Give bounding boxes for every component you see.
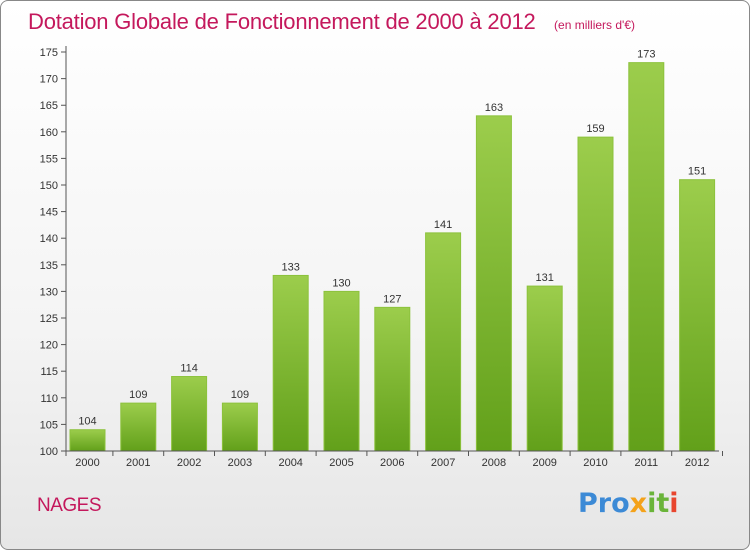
chart-subtitle: (en milliers d'€): [554, 18, 636, 32]
proxiti-logo: Proxiti: [578, 488, 679, 519]
bar-2001: [120, 402, 157, 452]
bar-2008: [475, 115, 512, 452]
y-tick-label: 170: [40, 74, 58, 86]
y-tick-label: 135: [40, 260, 58, 272]
x-tick-label: 2001: [126, 457, 150, 469]
y-tick-label: 125: [40, 313, 58, 325]
chart-title-row: Dotation Globale de Fonctionnement de 20…: [28, 9, 635, 35]
y-tick-label: 165: [40, 100, 58, 112]
bar-2002: [171, 376, 208, 452]
bar-2004: [272, 274, 309, 452]
data-label: 114: [180, 363, 198, 375]
chart-title: Dotation Globale de Fonctionnement de 20…: [28, 9, 536, 34]
data-label: 104: [78, 416, 96, 428]
x-tick-label: 2007: [431, 457, 455, 469]
y-tick-label: 145: [40, 207, 58, 219]
bar-2011: [628, 62, 665, 452]
x-tick-label: 2009: [532, 457, 556, 469]
data-label: 173: [637, 49, 655, 61]
x-tick-label: 2006: [380, 457, 404, 469]
x-tick-label: 2002: [177, 457, 201, 469]
bar-2003: [221, 402, 258, 452]
bar-2007: [425, 232, 462, 452]
y-tick-label: 160: [40, 127, 58, 139]
commune-name: NAGES: [37, 495, 102, 516]
data-label: 127: [383, 293, 401, 305]
data-label: 109: [129, 389, 147, 401]
x-tick-label: 2004: [278, 457, 302, 469]
x-tick-label: 2008: [482, 457, 506, 469]
bar-2006: [374, 306, 411, 452]
x-tick-label: 2000: [75, 457, 99, 469]
y-tick-label: 110: [40, 393, 58, 405]
data-label: 133: [282, 261, 300, 273]
x-tick-label: 2003: [228, 457, 252, 469]
y-tick-label: 115: [40, 366, 58, 378]
x-tick-label: 2010: [583, 457, 607, 469]
x-tick-label: 2012: [685, 457, 709, 469]
x-tick-label: 2011: [634, 457, 658, 469]
data-label: 131: [536, 272, 554, 284]
y-tick-label: 150: [40, 180, 58, 192]
y-tick-label: 175: [40, 47, 58, 59]
y-tick-label: 100: [40, 446, 58, 458]
data-label: 130: [332, 277, 350, 289]
data-label: 109: [231, 389, 249, 401]
y-tick-label: 130: [40, 286, 58, 298]
y-tick-label: 140: [40, 233, 58, 245]
bar-2012: [679, 179, 716, 452]
data-label: 163: [485, 102, 503, 114]
bar-2010: [577, 136, 614, 452]
y-tick-label: 105: [40, 419, 58, 431]
data-label: 159: [586, 123, 604, 135]
y-tick-label: 120: [40, 340, 58, 352]
data-label: 151: [688, 166, 706, 178]
bar-2000: [69, 429, 106, 452]
bar-2009: [526, 285, 563, 452]
x-tick-label: 2005: [329, 457, 353, 469]
data-label: 141: [434, 219, 452, 231]
y-tick-label: 155: [40, 153, 58, 165]
bar-2005: [323, 290, 360, 452]
